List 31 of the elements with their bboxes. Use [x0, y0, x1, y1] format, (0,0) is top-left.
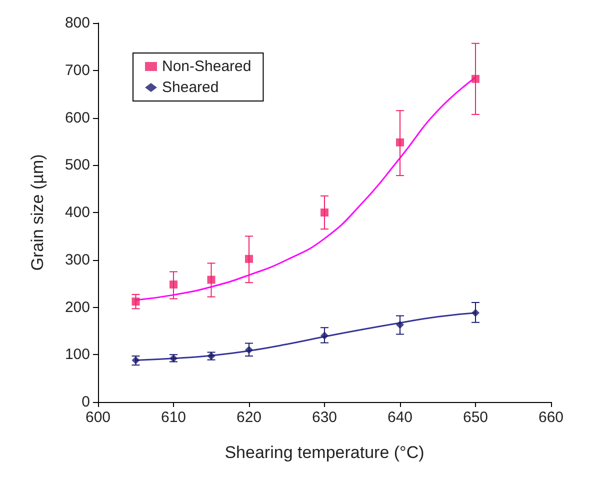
point — [472, 74, 480, 83]
y-axis-title: Grain size (µm) — [28, 154, 47, 271]
x-axis-title: Shearing temperature (°C) — [224, 443, 424, 462]
x-tick-label: 610 — [160, 409, 186, 426]
point — [396, 138, 404, 146]
point — [245, 346, 253, 354]
point — [207, 276, 216, 284]
point — [132, 298, 140, 306]
x-tick-label: 640 — [387, 409, 413, 426]
x-tick-label: 600 — [85, 409, 111, 426]
x-tick-label: 630 — [312, 409, 338, 426]
point — [472, 308, 480, 317]
point — [245, 254, 253, 263]
y-tick-label: 200 — [64, 298, 90, 316]
y-tick-label: 400 — [64, 204, 90, 221]
point — [320, 332, 328, 340]
y-tick-label: 800 — [64, 14, 90, 32]
legend-label: Sheared — [162, 79, 219, 96]
y-tick-label: 0 — [82, 394, 90, 410]
legend-label: Non-Sheared — [162, 58, 252, 75]
x-tick-label: 650 — [462, 409, 488, 426]
point — [320, 208, 328, 216]
y-tick-label: 100 — [64, 346, 90, 364]
y-tick-label: 700 — [64, 62, 90, 79]
x-tick-label: 620 — [236, 409, 262, 426]
point — [396, 320, 404, 329]
y-tick-label: 300 — [64, 251, 90, 268]
y-tick-label: 600 — [64, 109, 90, 126]
x-tick-label: 660 — [538, 409, 564, 426]
y-tick-label: 500 — [64, 156, 90, 174]
point — [170, 280, 178, 289]
